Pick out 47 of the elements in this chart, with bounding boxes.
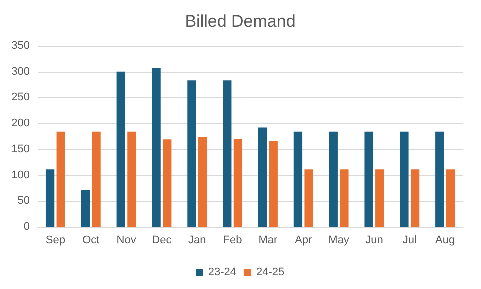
bar <box>436 132 444 227</box>
bar <box>128 132 136 227</box>
y-tick-label: 50 <box>18 195 30 208</box>
y-tick-label: 350 <box>12 40 30 52</box>
legend-label: 24-25 <box>256 266 285 278</box>
bar <box>46 170 55 227</box>
y-tick-label: 250 <box>12 92 30 104</box>
chart-title: Billed Demand <box>185 12 296 31</box>
x-tick-label: Jan <box>188 234 206 246</box>
bar <box>364 132 374 227</box>
y-tick-label: 100 <box>12 169 30 182</box>
x-tick-label: Sep <box>46 234 66 246</box>
x-tick-label: Nov <box>116 234 137 246</box>
bar <box>92 132 101 227</box>
x-tick-label: Dec <box>152 234 172 246</box>
y-tick-label: 0 <box>24 221 30 233</box>
y-tick-label: 150 <box>12 143 30 156</box>
y-tick-label: 300 <box>12 66 30 78</box>
x-tick-label: Jun <box>366 234 384 246</box>
x-tick-label: Mar <box>258 234 278 246</box>
bar <box>304 170 314 227</box>
x-tick-label: Aug <box>436 234 456 246</box>
bar <box>258 128 268 227</box>
x-tick-label: May <box>328 234 350 246</box>
bar <box>188 80 196 227</box>
bar <box>116 72 126 227</box>
bar <box>294 132 303 227</box>
bar <box>234 139 243 227</box>
bar <box>400 132 409 227</box>
bar <box>152 68 161 227</box>
bar <box>329 132 338 227</box>
x-tick-label: Jul <box>402 234 417 246</box>
bar <box>163 140 172 227</box>
bar <box>56 132 66 227</box>
legend-label: 23-24 <box>208 266 237 278</box>
y-tick-label: 200 <box>12 118 30 130</box>
bar <box>198 137 208 227</box>
bar <box>81 190 90 227</box>
bar <box>410 170 420 227</box>
bar <box>446 170 456 227</box>
bar <box>223 80 232 227</box>
x-tick-label: Apr <box>295 234 313 246</box>
bar <box>340 170 349 227</box>
bar <box>269 141 278 227</box>
x-tick-label: Oct <box>82 234 100 246</box>
x-tick-label: Feb <box>223 234 242 246</box>
bar <box>376 170 384 227</box>
